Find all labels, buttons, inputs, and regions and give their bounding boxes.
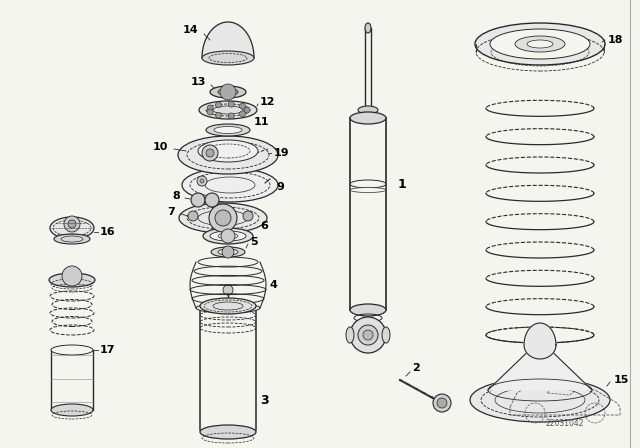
- Circle shape: [62, 266, 82, 286]
- Circle shape: [205, 193, 219, 207]
- Circle shape: [64, 216, 80, 232]
- Ellipse shape: [200, 425, 256, 439]
- Text: 12: 12: [260, 97, 275, 107]
- Ellipse shape: [50, 217, 94, 239]
- Text: 13: 13: [191, 77, 206, 87]
- Ellipse shape: [203, 228, 253, 244]
- Circle shape: [202, 145, 218, 161]
- Circle shape: [207, 109, 213, 115]
- Ellipse shape: [515, 36, 565, 52]
- Ellipse shape: [527, 40, 553, 48]
- Text: 7: 7: [167, 207, 175, 217]
- Ellipse shape: [51, 404, 93, 416]
- Ellipse shape: [196, 303, 260, 313]
- Text: 3: 3: [260, 393, 269, 406]
- Circle shape: [244, 107, 250, 113]
- Text: 4: 4: [270, 280, 278, 290]
- Text: 6: 6: [260, 221, 268, 231]
- Ellipse shape: [51, 345, 93, 355]
- Ellipse shape: [350, 188, 386, 193]
- Circle shape: [239, 103, 246, 109]
- Ellipse shape: [490, 29, 590, 59]
- Circle shape: [433, 394, 451, 412]
- Text: 1: 1: [398, 177, 407, 190]
- Circle shape: [191, 193, 205, 207]
- Ellipse shape: [210, 86, 246, 98]
- Ellipse shape: [211, 247, 245, 257]
- Circle shape: [188, 211, 198, 221]
- Ellipse shape: [198, 140, 258, 162]
- Text: 17: 17: [100, 345, 115, 355]
- Circle shape: [221, 229, 235, 243]
- Circle shape: [209, 204, 237, 232]
- Text: 22031042: 22031042: [546, 418, 584, 427]
- Circle shape: [216, 102, 221, 108]
- Circle shape: [200, 179, 204, 183]
- Text: 10: 10: [152, 142, 168, 152]
- Circle shape: [220, 84, 236, 100]
- Circle shape: [243, 211, 253, 221]
- Ellipse shape: [200, 298, 256, 314]
- Circle shape: [223, 285, 233, 295]
- Circle shape: [363, 330, 373, 340]
- Circle shape: [206, 149, 214, 157]
- Polygon shape: [488, 340, 592, 390]
- Ellipse shape: [358, 106, 378, 114]
- Ellipse shape: [199, 101, 257, 119]
- Ellipse shape: [179, 203, 267, 233]
- Ellipse shape: [218, 89, 238, 95]
- Ellipse shape: [350, 112, 386, 124]
- Ellipse shape: [350, 304, 386, 316]
- Circle shape: [228, 113, 234, 119]
- Text: 15: 15: [614, 375, 629, 385]
- Circle shape: [68, 220, 76, 228]
- Text: 9: 9: [276, 182, 284, 192]
- Ellipse shape: [206, 124, 250, 136]
- Ellipse shape: [470, 378, 610, 422]
- Text: 16: 16: [100, 227, 116, 237]
- Circle shape: [216, 112, 221, 118]
- Ellipse shape: [182, 168, 278, 202]
- Polygon shape: [524, 323, 556, 359]
- Ellipse shape: [350, 180, 386, 188]
- Text: 2: 2: [412, 363, 420, 373]
- Circle shape: [215, 210, 231, 226]
- Text: 18: 18: [608, 35, 623, 45]
- Text: 14: 14: [182, 25, 198, 35]
- Ellipse shape: [218, 249, 238, 255]
- Text: 8: 8: [172, 191, 180, 201]
- Ellipse shape: [49, 273, 95, 287]
- Text: 11: 11: [254, 117, 269, 127]
- Circle shape: [437, 398, 447, 408]
- Text: 19: 19: [274, 148, 290, 158]
- Ellipse shape: [346, 327, 354, 343]
- Ellipse shape: [202, 51, 254, 65]
- Circle shape: [222, 246, 234, 258]
- Ellipse shape: [214, 126, 242, 134]
- Circle shape: [350, 317, 386, 353]
- Circle shape: [358, 325, 378, 345]
- Circle shape: [228, 101, 234, 107]
- Circle shape: [197, 176, 207, 186]
- Ellipse shape: [210, 231, 246, 241]
- Circle shape: [239, 111, 246, 117]
- Ellipse shape: [365, 23, 371, 33]
- Polygon shape: [202, 22, 254, 58]
- Text: 5: 5: [250, 237, 258, 247]
- Ellipse shape: [382, 327, 390, 343]
- Ellipse shape: [54, 234, 90, 244]
- Circle shape: [207, 105, 213, 111]
- Ellipse shape: [178, 136, 278, 174]
- Ellipse shape: [475, 23, 605, 65]
